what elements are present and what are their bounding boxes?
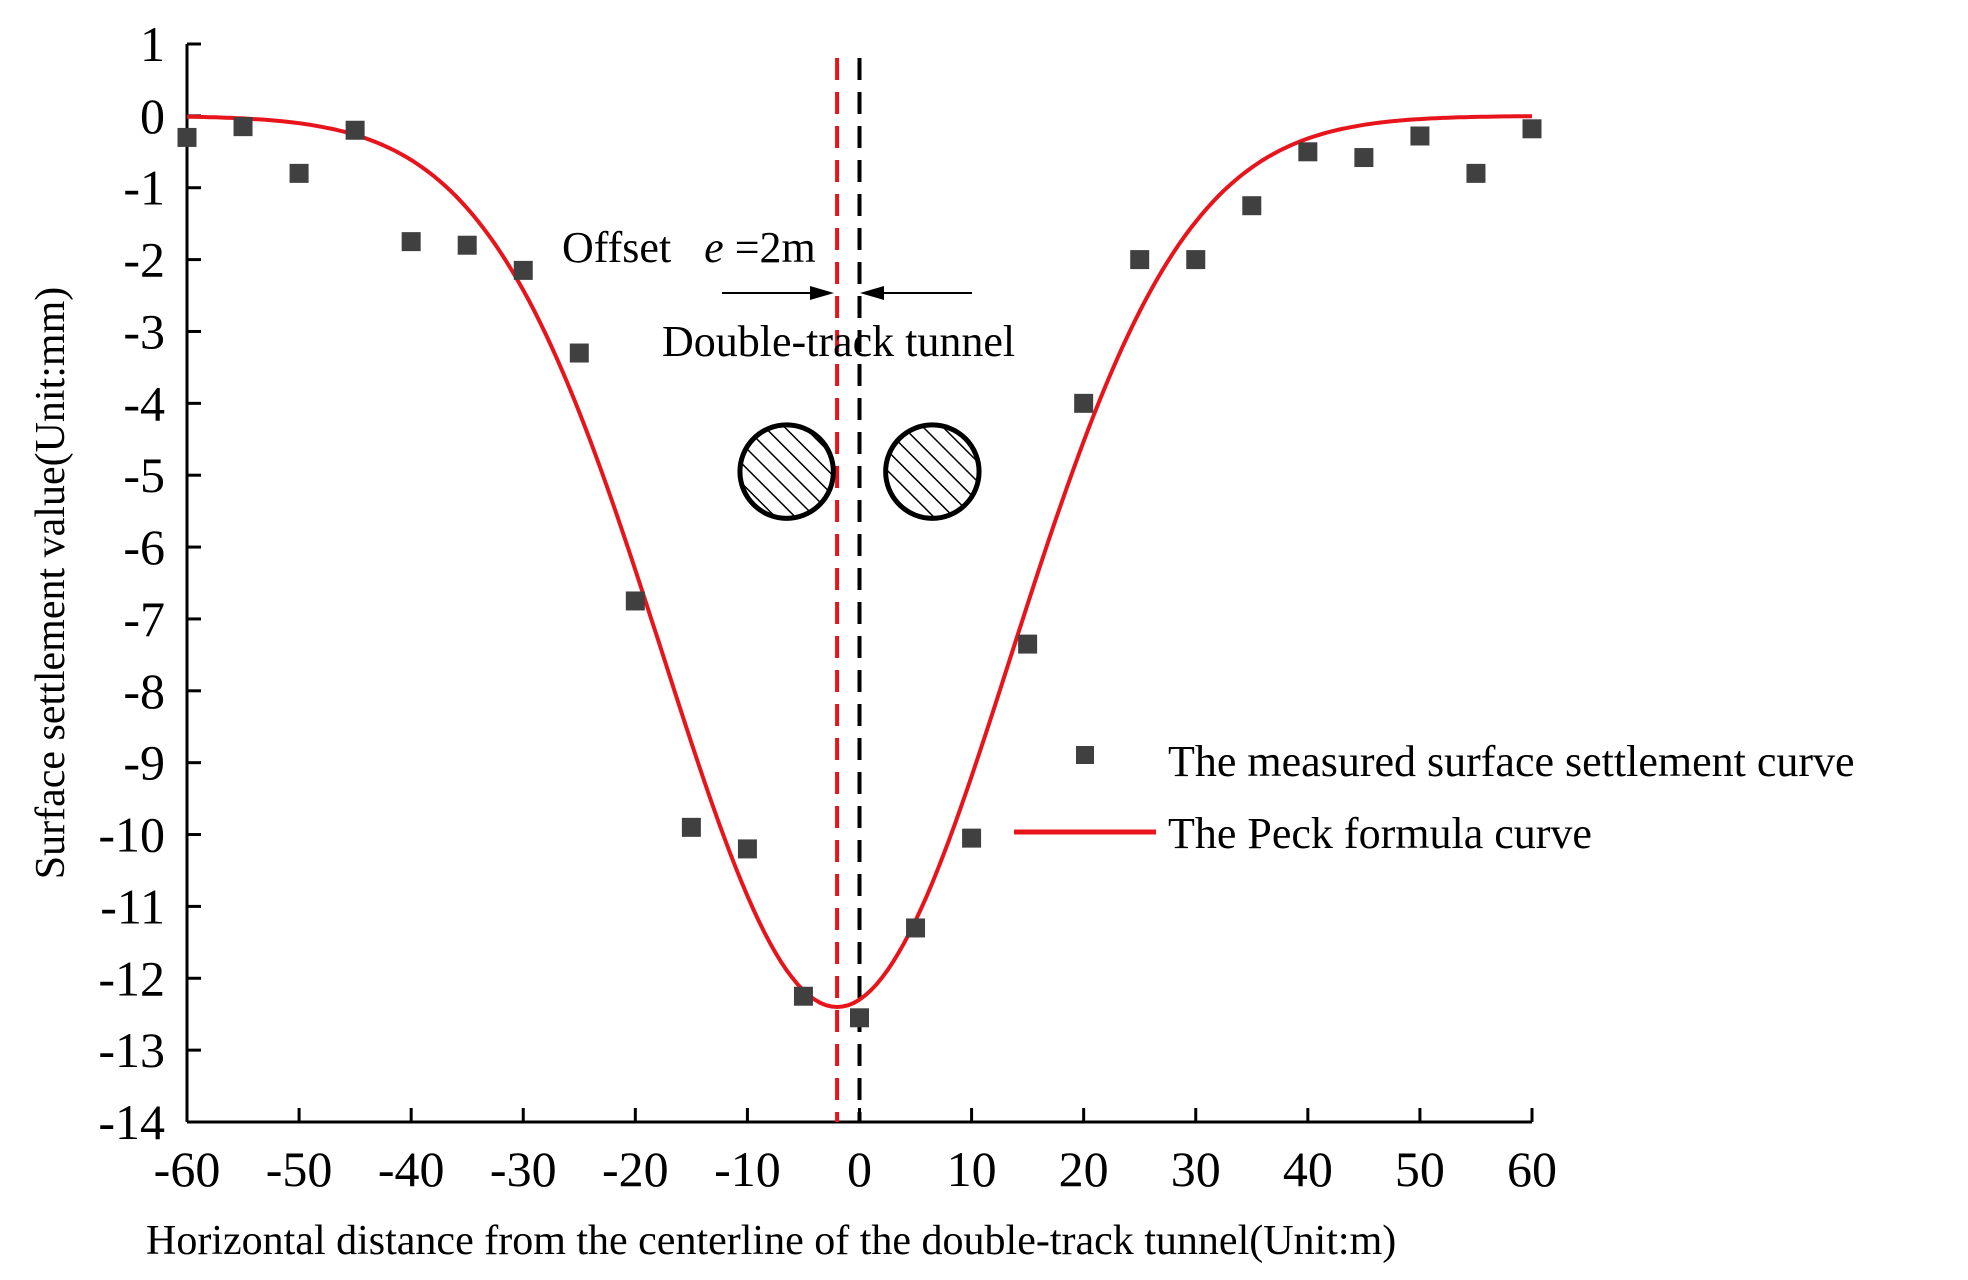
tunnel-label: Double-track tunnel <box>662 317 1015 366</box>
measured-point <box>1186 250 1206 270</box>
legend-label-peck: The Peck formula curve <box>1168 809 1592 858</box>
x-tick-label: 50 <box>1395 1141 1445 1197</box>
measured-point <box>737 839 757 859</box>
measured-point <box>177 127 197 147</box>
y-tick-label: -9 <box>123 735 165 791</box>
svg-text:Offset e =2m: Offset e =2m <box>562 223 816 272</box>
x-tick-label: -40 <box>378 1141 445 1197</box>
measured-point <box>1522 119 1542 139</box>
legend-label-measured: The measured surface settlement curve <box>1168 737 1855 786</box>
x-axis-ticks: -60 -50 -40 -30 -20 -10 0 10 20 30 40 50 60 <box>154 1108 1557 1197</box>
y-tick-label: -3 <box>123 303 165 359</box>
measured-point <box>1410 126 1430 146</box>
measured-point <box>569 343 589 363</box>
measured-point <box>1466 163 1486 183</box>
y-tick-label: -14 <box>98 1094 165 1150</box>
x-tick-label: -30 <box>490 1141 557 1197</box>
y-tick-label: -5 <box>123 447 165 503</box>
legend: The measured surface settlement curve Th… <box>1014 737 1855 858</box>
x-tick-label: 60 <box>1507 1141 1557 1197</box>
x-tick-label: -50 <box>266 1141 333 1197</box>
measured-point <box>1242 196 1262 216</box>
tunnel-cross-sections <box>737 422 982 521</box>
y-tick-label: -6 <box>123 519 165 575</box>
x-tick-label: -20 <box>602 1141 669 1197</box>
measured-point <box>289 163 309 183</box>
y-tick-label: -7 <box>123 591 165 647</box>
x-tick-label: -60 <box>154 1141 221 1197</box>
measured-point <box>233 117 253 137</box>
x-axis-title: Horizontal distance from the centerline … <box>146 1218 1396 1264</box>
measured-point <box>401 232 421 252</box>
offset-prefix: Offset <box>562 223 671 272</box>
y-tick-label: -2 <box>123 232 165 288</box>
x-tick-label: 20 <box>1059 1141 1109 1197</box>
offset-var: e <box>704 223 724 272</box>
y-tick-label: 0 <box>140 88 165 144</box>
legend-marker-measured <box>1076 746 1094 764</box>
measured-point <box>850 1008 869 1028</box>
measured-point <box>1074 393 1094 413</box>
y-tick-label: -12 <box>98 950 165 1006</box>
x-tick-label: 40 <box>1283 1141 1333 1197</box>
y-tick-label: -4 <box>123 375 165 431</box>
measured-point <box>906 918 926 938</box>
offset-value: =2m <box>735 223 816 272</box>
x-tick-label: 0 <box>847 1141 872 1197</box>
y-tick-label: -8 <box>123 663 165 719</box>
y-axis-ticks: 1 0 -1 -2 -3 -4 -5 -6 -7 -8 -9 -10 -11 -12 -13 -14 <box>98 16 201 1150</box>
y-tick-label: -1 <box>123 160 165 216</box>
x-tick-label: 30 <box>1171 1141 1221 1197</box>
y-tick-label: 1 <box>140 16 165 72</box>
offset-arrow-left-head <box>810 286 834 300</box>
measured-point <box>1298 142 1318 162</box>
measured-point <box>513 260 533 280</box>
x-tick-label: -10 <box>714 1141 781 1197</box>
peck-formula-curve <box>186 114 1532 1010</box>
left-tunnel-circle <box>737 422 836 521</box>
y-tick-label: -10 <box>98 807 165 863</box>
measured-point <box>1018 634 1038 654</box>
measured-points <box>177 117 1542 1028</box>
measured-point <box>962 828 982 848</box>
measured-point <box>681 817 701 837</box>
measured-point <box>457 235 477 255</box>
reference-lines <box>835 58 862 1122</box>
measured-point <box>345 120 365 140</box>
offset-annotation: Offset e =2m Double-track tunnel <box>562 223 1015 366</box>
measured-point <box>1354 148 1374 168</box>
measured-point <box>625 591 645 611</box>
measured-point <box>793 986 813 1006</box>
y-tick-label: -11 <box>100 878 165 934</box>
offset-arrow-right-head <box>860 286 884 300</box>
measured-point <box>1130 250 1150 270</box>
y-axis-title: Surface settlement value(Unit:mm) <box>28 287 74 879</box>
y-tick-label: -13 <box>98 1022 165 1078</box>
right-tunnel-circle <box>883 422 982 521</box>
x-tick-label: 10 <box>947 1141 997 1197</box>
